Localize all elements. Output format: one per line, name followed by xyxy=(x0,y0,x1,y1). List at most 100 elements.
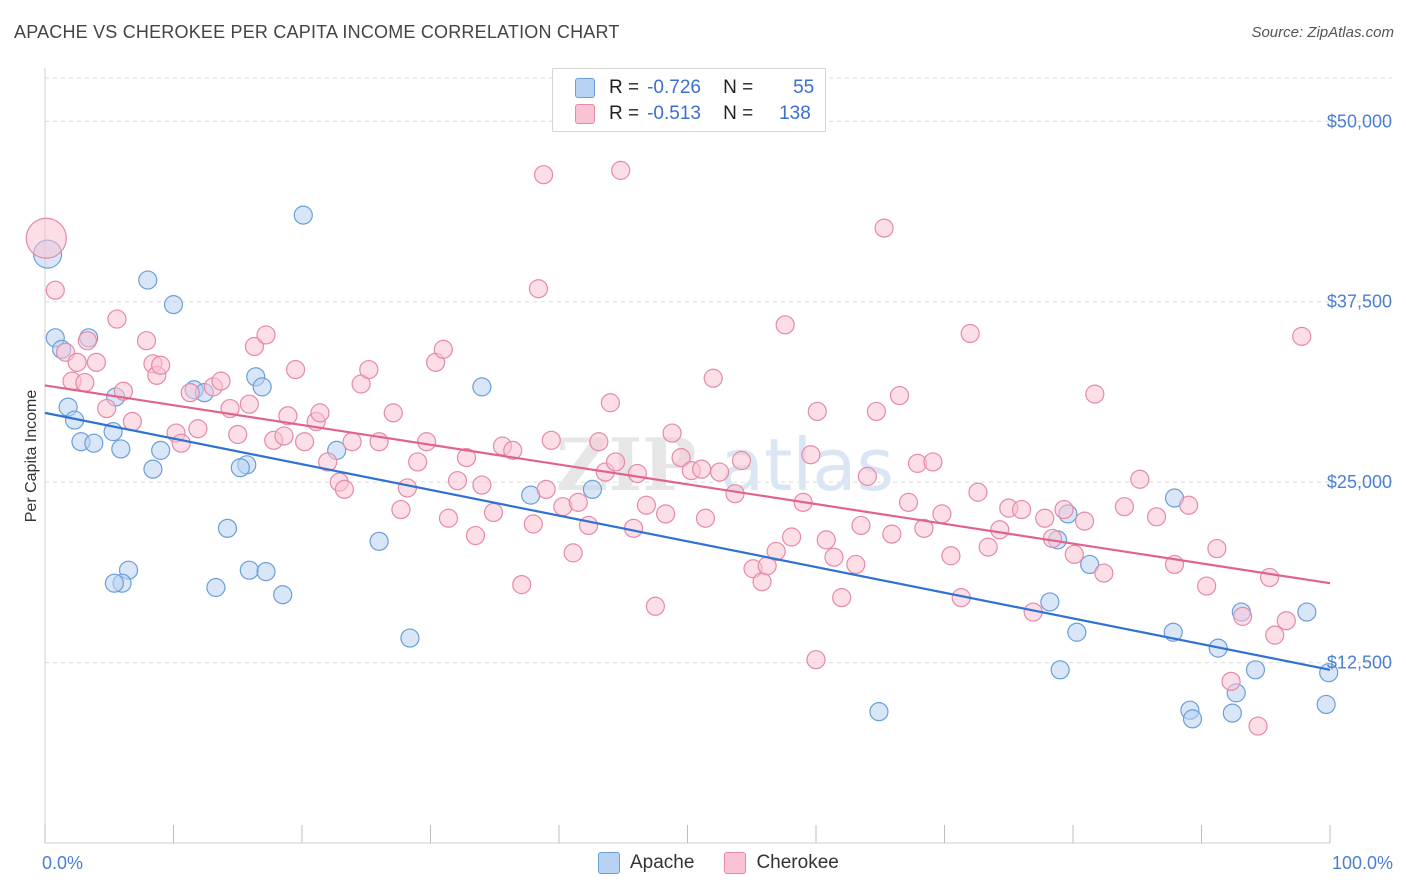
cherokee-point-74 xyxy=(645,596,665,616)
cherokee-point-103 xyxy=(889,385,910,406)
cherokee-point-126 xyxy=(1130,469,1150,489)
cherokee-point-84 xyxy=(731,450,752,471)
cherokee-point-97 xyxy=(846,554,866,575)
apache-point-40 xyxy=(1080,554,1100,575)
cherokee-point-61 xyxy=(541,430,561,450)
cherokee-point-116 xyxy=(1011,499,1032,520)
cherokee-point-44 xyxy=(408,452,428,472)
ticks-layer: $12,500 $25,000 $37,500 $50,000 0.0% 100.0% xyxy=(42,111,1393,873)
cherokee-point-70 xyxy=(611,160,631,180)
cherokee-point-15 xyxy=(151,355,171,375)
cherokee-point-66 xyxy=(589,432,609,452)
cherokee-point-100 xyxy=(866,401,886,422)
apache-point-42 xyxy=(1050,660,1070,680)
cherokee-swatch xyxy=(575,104,595,124)
cherokee-point-82 xyxy=(710,462,730,482)
cherokee-point-33 xyxy=(310,403,330,423)
legend-label-cherokee: Cherokee xyxy=(756,852,839,873)
cherokee-point-64 xyxy=(568,492,588,512)
cherokee-point-88 xyxy=(766,541,786,562)
cherokee-point-98 xyxy=(851,515,871,536)
cherokee-point-8 xyxy=(97,398,117,419)
cherokee-point-104 xyxy=(898,492,919,512)
trend-layer xyxy=(44,384,1331,671)
cherokee-point-6 xyxy=(75,372,95,393)
cherokee-point-42 xyxy=(391,499,411,520)
legend-r-label: R = xyxy=(609,77,640,98)
cherokee-point-124 xyxy=(1094,563,1114,583)
apache-point-50 xyxy=(1222,703,1242,723)
cherokee-point-30 xyxy=(285,359,306,380)
legend-row-cherokee: R = -0.513 N = 138 xyxy=(575,102,811,126)
y-tick-label-0: $12,500 xyxy=(1327,653,1392,673)
cherokee-point-34 xyxy=(318,452,338,472)
cherokee-point-77 xyxy=(671,448,691,468)
cherokee-point-65 xyxy=(578,515,599,536)
cherokee-point-106 xyxy=(914,518,934,538)
apache-point-36 xyxy=(869,702,889,722)
cherokee-point-48 xyxy=(438,508,459,528)
cherokee-point-129 xyxy=(1179,495,1199,515)
cherokee-point-134 xyxy=(1248,716,1268,736)
cherokee-point-122 xyxy=(1074,511,1095,531)
cherokee-point-79 xyxy=(692,459,712,479)
x-tick-label-min: 0.0% xyxy=(42,853,83,873)
cherokee-point-37 xyxy=(342,432,362,452)
y-tick-label-3: $50,000 xyxy=(1327,111,1392,131)
x-tick-label-max: 100.0% xyxy=(1332,853,1393,873)
cherokee-point-69 xyxy=(605,452,626,472)
cherokee-point-113 xyxy=(978,537,998,557)
chart-source: Source: ZipAtlas.com xyxy=(1251,24,1394,41)
cherokee-point-50 xyxy=(456,448,477,468)
cherokee-point-17 xyxy=(171,433,191,453)
cherokee-point-41 xyxy=(383,403,403,423)
cherokee-point-130 xyxy=(1197,576,1217,596)
cherokee-point-93 xyxy=(807,401,827,422)
legend-n-label: N = xyxy=(723,77,754,98)
watermark-layer: ZIP atlas xyxy=(556,422,894,507)
apache-point-10 xyxy=(111,439,131,459)
points-layer xyxy=(25,160,1339,736)
apache-point-51 xyxy=(1245,660,1266,680)
legend-item-cherokee[interactable]: Cherokee xyxy=(724,852,839,874)
legend-row-apache: R = -0.726 N = 55 xyxy=(575,76,814,100)
apache-point-31 xyxy=(369,531,389,551)
y-tick-label-2: $37,500 xyxy=(1327,292,1392,312)
axes-layer xyxy=(44,68,1331,844)
cherokee-point-24 xyxy=(239,394,259,414)
legend-item-apache[interactable]: Apache xyxy=(598,852,694,874)
cherokee-point-132 xyxy=(1221,671,1241,691)
cherokee-point-92 xyxy=(801,445,821,465)
cherokee-point-9 xyxy=(107,309,127,329)
cherokee-point-114 xyxy=(990,520,1010,540)
apache-point-12 xyxy=(163,295,184,315)
cherokee-point-102 xyxy=(882,524,902,544)
legend-r-value-cherokee: -0.513 xyxy=(647,103,701,124)
cherokee-point-120 xyxy=(1054,499,1074,520)
cherokee-point-68 xyxy=(600,393,621,413)
cherokee-point-36 xyxy=(334,479,355,499)
cherokee-point-12 xyxy=(136,331,157,351)
cherokee-point-107 xyxy=(923,452,943,472)
cherokee-point-63 xyxy=(563,543,583,563)
legend-label-apache: Apache xyxy=(630,852,695,873)
apache-point-7 xyxy=(84,433,104,453)
cherokee-point-11 xyxy=(122,411,142,432)
cherokee-point-138 xyxy=(1260,567,1280,588)
cherokee-point-80 xyxy=(695,508,716,528)
cherokee-point-3 xyxy=(67,352,87,372)
cherokee-point-73 xyxy=(636,495,656,515)
cherokee-point-125 xyxy=(1114,497,1135,517)
cherokee-point-52 xyxy=(472,475,492,495)
legend-r-value-apache: -0.726 xyxy=(647,77,701,98)
cherokee-point-60 xyxy=(536,479,556,499)
cherokee-point-29 xyxy=(278,406,298,426)
cherokee-point-95 xyxy=(824,547,844,567)
apache-point-29 xyxy=(293,205,313,225)
cherokee-trend-line xyxy=(44,384,1331,585)
apache-point-18 xyxy=(252,377,272,397)
cherokee-point-131 xyxy=(1207,538,1227,559)
cherokee-point-111 xyxy=(960,323,980,344)
legend-n-label: N = xyxy=(723,103,754,124)
